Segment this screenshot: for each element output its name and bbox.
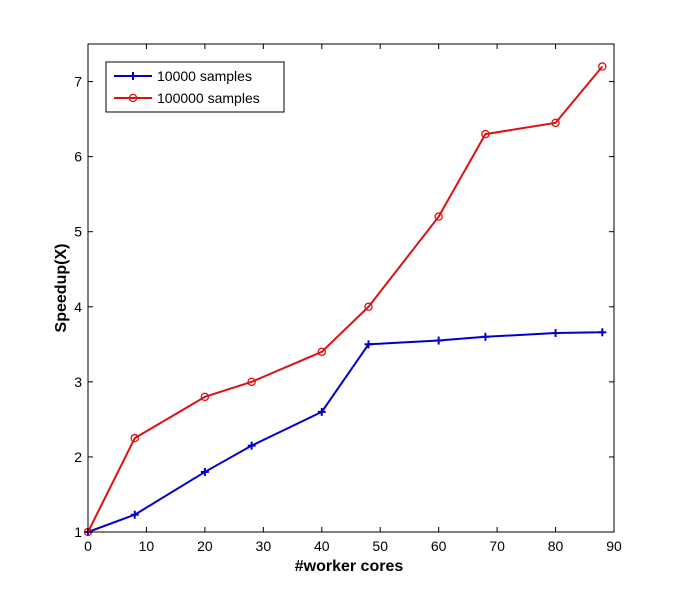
y-tick-label: 6	[74, 149, 82, 165]
data-point	[481, 129, 490, 139]
data-point	[434, 212, 443, 221]
x-tick-label: 0	[84, 538, 92, 554]
data-point	[551, 329, 560, 338]
data-point	[247, 441, 256, 450]
legend: 10000 samples 100000 samples	[105, 61, 285, 113]
x-tick-label: 50	[372, 538, 388, 554]
y-axis-label: Speedup(X)	[53, 244, 70, 333]
data-point	[247, 377, 256, 387]
data-point	[598, 328, 607, 337]
data-point	[317, 347, 327, 357]
data-point	[317, 407, 326, 416]
data-point	[130, 510, 139, 519]
data-point	[200, 392, 210, 402]
x-tick-label: 70	[489, 538, 505, 554]
series-1	[84, 328, 607, 536]
x-tick-label: 80	[548, 538, 564, 554]
x-tick-label: 60	[431, 538, 447, 554]
data-point	[481, 332, 490, 341]
legend-marker	[128, 93, 138, 103]
data-point	[434, 336, 443, 345]
data-point	[551, 118, 560, 128]
x-tick-label: 30	[256, 538, 272, 554]
x-tick-label: 20	[197, 538, 213, 554]
legend-marker	[129, 72, 137, 80]
legend-item: 100000 samples	[114, 90, 260, 106]
series-line	[87, 65, 604, 533]
x-tick-label: 40	[314, 538, 330, 554]
y-tick-label: 1	[74, 524, 82, 540]
legend-item: 10000 samples	[114, 68, 252, 84]
data-point	[130, 433, 140, 443]
legend-label: 100000 samples	[157, 90, 260, 106]
x-tick-label: 10	[139, 538, 155, 554]
y-tick-label: 5	[74, 224, 82, 240]
x-axis-label: #worker cores	[295, 558, 404, 575]
x-tick-label: 90	[606, 538, 622, 554]
data-point	[598, 62, 607, 71]
data-point	[364, 302, 373, 312]
plot-frame	[87, 43, 615, 533]
legend-box	[105, 61, 285, 113]
series-2	[83, 62, 607, 537]
data-point	[364, 340, 373, 349]
legend-label: 10000 samples	[157, 68, 252, 84]
y-tick-label: 7	[74, 74, 82, 90]
series-line	[87, 331, 603, 533]
plot-area	[88, 44, 614, 532]
y-tick-label: 4	[74, 299, 82, 315]
data-point	[200, 467, 209, 476]
y-tick-label: 2	[74, 449, 82, 465]
y-tick-label: 3	[74, 374, 82, 390]
